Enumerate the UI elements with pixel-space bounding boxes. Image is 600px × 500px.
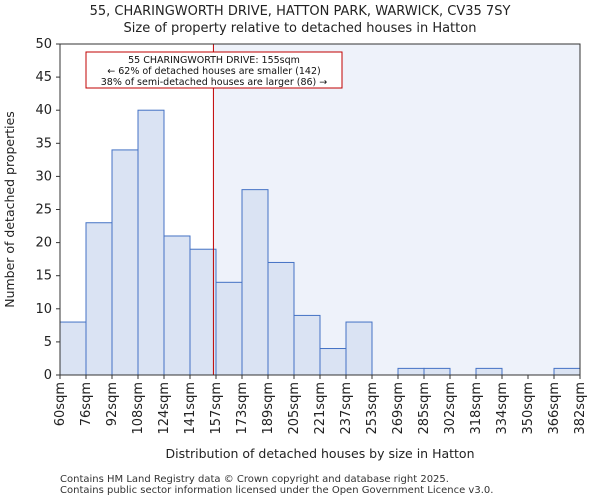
footer-line-1: Contains HM Land Registry data © Crown c… (60, 474, 449, 485)
annotation-frame (85, 51, 343, 89)
x-axis-label: Distribution of detached houses by size … (166, 446, 475, 461)
y-axis-ticks: 0 5 10 15 20 25 30 35 40 45 50 (35, 37, 60, 383)
y-tick-label: 25 (35, 203, 52, 218)
x-tick-label: 302sqm (443, 382, 458, 435)
x-tick-label: 205sqm (287, 382, 302, 435)
x-tick-label: 189sqm (261, 382, 276, 435)
y-tick-label: 45 (35, 70, 52, 85)
bar-237sqm (345, 321, 373, 376)
x-tick-label: 334sqm (495, 382, 510, 435)
annotation-box: 55 CHARINGWORTH DRIVE: 155sqm ← 62% of d… (85, 51, 343, 89)
x-tick-label: 76sqm (79, 382, 94, 426)
bar-221sqm (319, 348, 347, 376)
annotation-line-2: ← 62% of detached houses are smaller (14… (107, 66, 320, 77)
x-axis-ticks: 60sqm 76sqm 92sqm 108sqm 124sqm 141sqm 157sqm 1… (53, 375, 588, 435)
y-tick-label: 0 (44, 368, 52, 383)
x-tick-label: 366sqm (547, 382, 562, 435)
x-tick-label: 237sqm (339, 382, 354, 435)
footer-line-2: Contains public sector information licen… (60, 485, 494, 496)
bar-285sqm (423, 367, 451, 376)
y-tick-label: 20 (35, 236, 52, 251)
bar-108sqm (137, 109, 165, 376)
y-tick-label: 10 (35, 302, 52, 317)
x-tick-label: 253sqm (365, 382, 380, 435)
bar-124sqm (163, 235, 191, 376)
x-tick-label: 157sqm (209, 382, 224, 435)
bar-366sqm (553, 367, 581, 376)
bar-141sqm (189, 248, 217, 376)
bar-318sqm (475, 367, 503, 376)
y-axis-label: Number of detached properties (2, 111, 17, 308)
plot-frame (59, 43, 581, 376)
annotation-line-3: 38% of semi-detached houses are larger (… (101, 77, 328, 88)
y-tick-label: 30 (35, 169, 52, 184)
x-tick-label: 285sqm (417, 382, 432, 435)
x-tick-label: 108sqm (131, 382, 146, 435)
bar-189sqm (267, 261, 295, 376)
x-tick-label: 350sqm (521, 382, 536, 435)
annotation-line-1: 55 CHARINGWORTH DRIVE: 155sqm (128, 55, 300, 66)
x-tick-label: 221sqm (313, 382, 328, 435)
y-tick-label: 35 (35, 136, 52, 151)
bar-76sqm (85, 222, 113, 376)
bar-92sqm (111, 149, 139, 376)
chart-title: 55, CHARINGWORTH DRIVE, HATTON PARK, WAR… (89, 4, 511, 19)
bar-205sqm (293, 314, 321, 376)
bars-group (59, 109, 581, 376)
bar-60sqm (59, 321, 87, 376)
x-tick-label: 382sqm (573, 382, 588, 435)
bar-157sqm (215, 281, 243, 376)
x-tick-label: 141sqm (183, 382, 198, 435)
x-tick-label: 173sqm (235, 382, 250, 435)
bar-173sqm (241, 189, 269, 376)
y-tick-label: 50 (35, 37, 52, 52)
x-tick-label: 124sqm (157, 382, 172, 435)
x-tick-label: 318sqm (469, 382, 484, 435)
y-tick-label: 5 (44, 335, 52, 350)
y-tick-label: 40 (35, 103, 52, 118)
x-tick-label: 269sqm (391, 382, 406, 435)
x-tick-label: 60sqm (53, 382, 68, 426)
y-tick-label: 15 (35, 269, 52, 284)
chart-subtitle: Size of property relative to detached ho… (123, 21, 477, 36)
x-tick-label: 92sqm (105, 382, 120, 426)
bar-269sqm (397, 367, 425, 376)
